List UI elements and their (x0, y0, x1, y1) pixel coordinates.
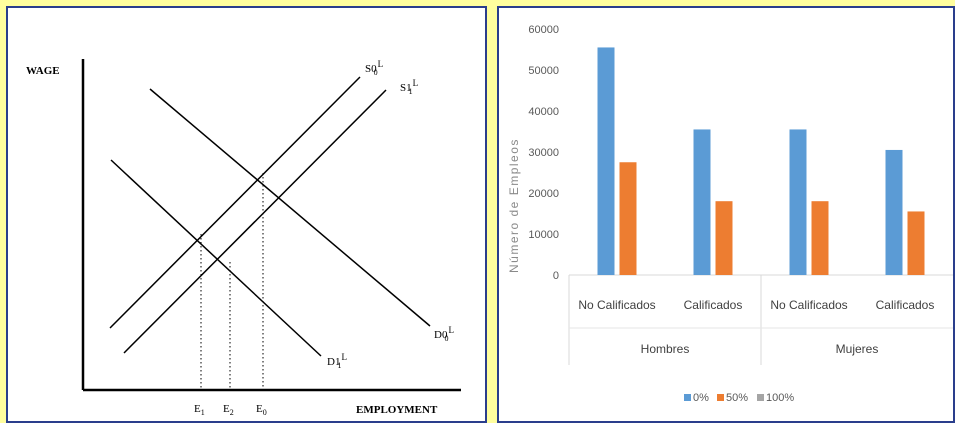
employment-bar-chart: 0 10000 20000 30000 40000 50000 60000 Número d… (507, 24, 953, 404)
curve-label-d1: D11L (327, 352, 347, 370)
demand-curve-d1 (110, 159, 322, 357)
employment-bar-chart-panel: 0 10000 20000 30000 40000 50000 60000 Número d… (497, 6, 955, 423)
equilibrium-label-e2: E2 (223, 403, 234, 417)
bar-50pct-1 (715, 201, 733, 275)
curve-label-s0: S00L (365, 59, 383, 77)
diagram-axes (81, 59, 461, 392)
bar-0pct-0 (597, 47, 615, 276)
bar-50pct-0 (619, 162, 637, 275)
bar-0pct-1 (693, 129, 711, 275)
bar-50pct-2 (811, 201, 829, 275)
labor-market-diagram: WAGE EMPLOYMENT S00L S11L D00L D11L (26, 59, 461, 417)
y-tick-label: 50000 (528, 65, 559, 77)
bar-0pct-3 (885, 149, 903, 275)
legend-swatch (717, 394, 724, 401)
labor-market-diagram-panel: WAGE EMPLOYMENT S00L S11L D00L D11L (6, 6, 487, 423)
wage-axis-label: WAGE (26, 65, 60, 77)
supply-curve-s1 (123, 89, 387, 354)
category-label: No Calificados (578, 298, 655, 312)
y-tick-label: 40000 (528, 106, 559, 118)
y-tick-labels: 0 10000 20000 30000 40000 50000 60000 (528, 24, 559, 282)
curve-label-s1: S11L (400, 78, 418, 96)
bar-0pct-2 (789, 129, 807, 275)
bar-y-axis-label: Número de Empleos (507, 138, 521, 273)
equilibrium-label-e0: E0 (256, 403, 267, 417)
group-labels: Hombres Mujeres (568, 275, 953, 365)
legend-label: 50% (726, 392, 748, 404)
demand-curve-d0 (149, 88, 431, 327)
group-label: Hombres (641, 342, 690, 356)
category-label: No Calificados (770, 298, 847, 312)
legend-swatch (684, 394, 691, 401)
y-tick-label: 10000 (528, 229, 559, 241)
supply-curve-s0 (109, 76, 361, 329)
curve-label-d0: D00L (434, 325, 454, 343)
employment-axis-label: EMPLOYMENT (356, 404, 438, 416)
group-label: Mujeres (836, 342, 879, 356)
equilibrium-guides (200, 173, 264, 390)
y-tick-label: 30000 (528, 147, 559, 159)
legend-label: 0% (693, 392, 709, 404)
equilibrium-label-e1: E1 (194, 403, 205, 417)
bar-legend: 0% 50% 100% (684, 392, 794, 404)
y-tick-label: 20000 (528, 188, 559, 200)
y-tick-label: 60000 (528, 24, 559, 36)
category-label: Calificados (876, 298, 935, 312)
category-labels: No Calificados Calificados No Calificados C… (578, 298, 934, 312)
category-label: Calificados (684, 298, 743, 312)
bar-50pct-3 (907, 211, 925, 275)
legend-swatch (757, 394, 764, 401)
curve-lines (109, 76, 431, 357)
legend-label: 100% (766, 392, 794, 404)
bar-marks (597, 47, 925, 276)
y-tick-label: 0 (553, 270, 559, 282)
